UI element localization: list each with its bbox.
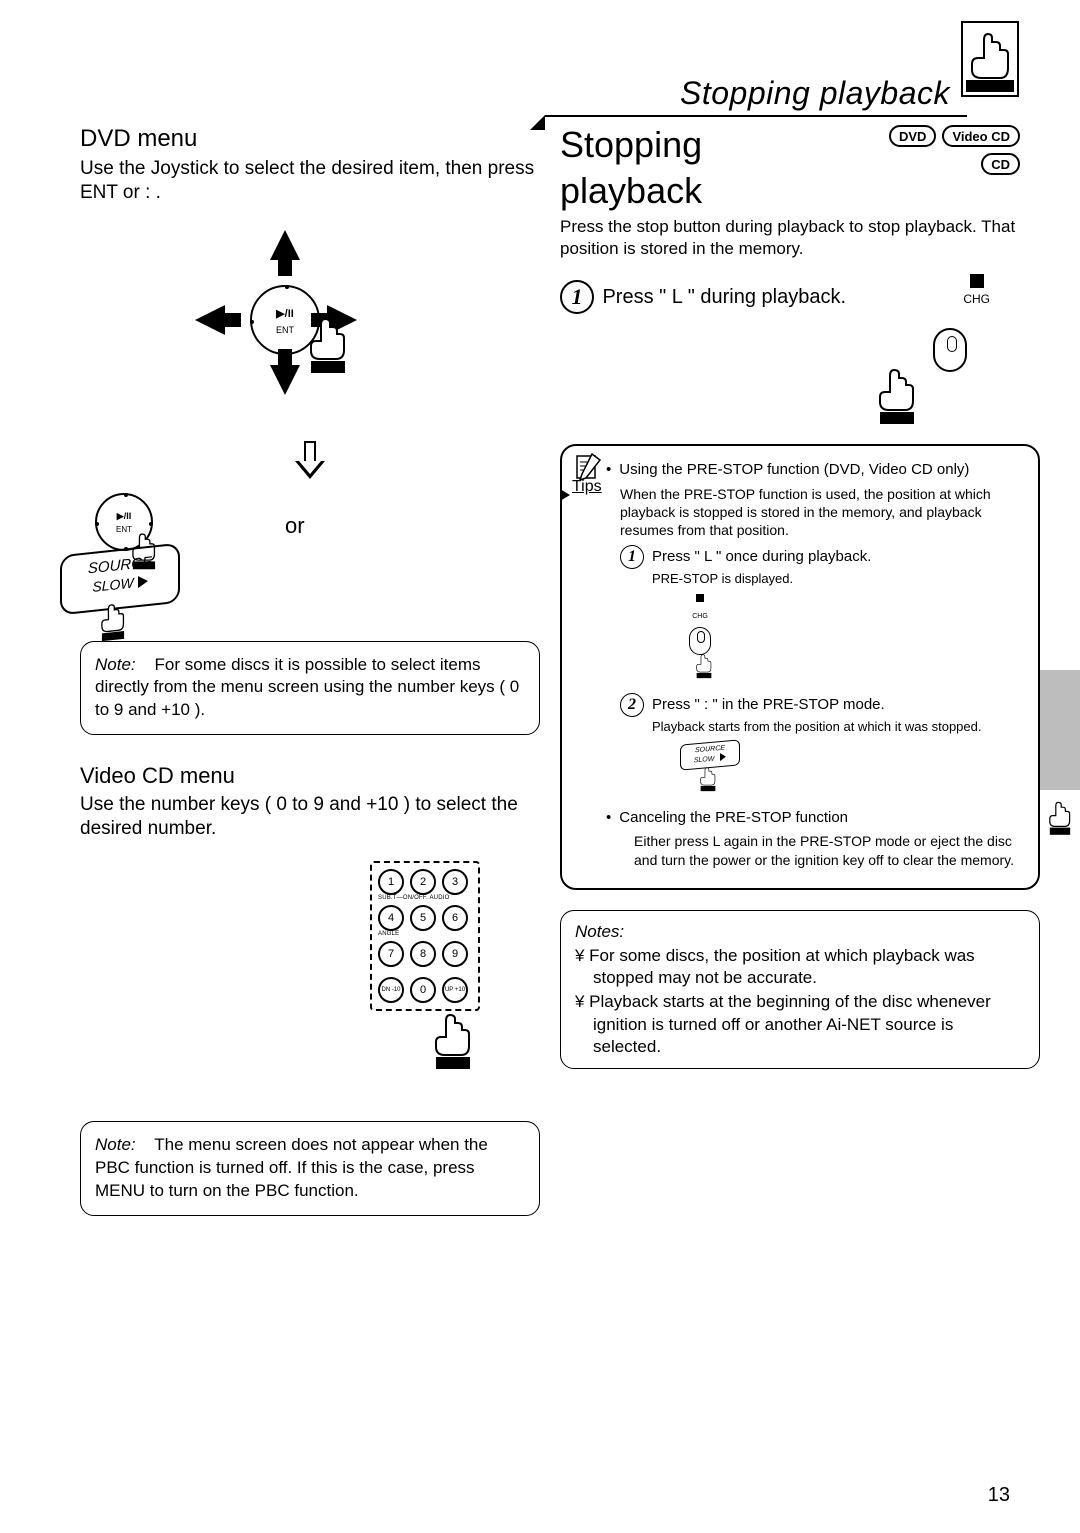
stop-square-icon xyxy=(970,274,984,288)
tip-body-1: When the PRE-STOP function is used, the … xyxy=(620,485,1022,540)
substep-1-figure: CHG xyxy=(680,594,1022,685)
note-text: The menu screen does not appear when the… xyxy=(95,1135,488,1200)
press-button-figure xyxy=(860,328,1040,426)
press-hand-icon xyxy=(874,366,920,426)
chg-label: CHG xyxy=(963,292,990,306)
header-rule xyxy=(545,115,967,117)
down-arrow-hollow xyxy=(295,441,325,481)
substep-2-figure: SOURCE SLOW xyxy=(680,742,1022,798)
number-keypad-figure: 123 SUB.T—ON/OFF. AUDIO 456 ANGLE 789 DN… xyxy=(370,861,530,1091)
tip-bullet-2: Canceling the PRE-STOP function xyxy=(620,808,1022,828)
substep-1-body: PRE-STOP is displayed. xyxy=(652,571,1022,588)
joystick-figure: ▶/II ENT xyxy=(160,215,460,435)
badge-cd: CD xyxy=(981,153,1020,175)
dvd-menu-body: Use the Joystick to select the desired i… xyxy=(80,157,540,205)
dvd-menu-heading: DVD menu xyxy=(80,125,540,153)
note-box-1: Note: For some discs it is possible to s… xyxy=(80,641,540,736)
tips-arrow-icon xyxy=(560,489,570,501)
substep-number-2: 2 xyxy=(620,693,644,717)
badge-video-cd: Video CD xyxy=(942,125,1020,147)
note-b: ¥ Playback starts at the beginning of th… xyxy=(575,991,1025,1057)
tips-label: Tips xyxy=(572,476,602,498)
press-hand-icon xyxy=(430,1011,476,1071)
format-badges: DVD Video CD CD xyxy=(880,125,1020,175)
corner-hand-icon xyxy=(960,20,1020,103)
press-hand-icon xyxy=(698,766,718,792)
step-1-text: Press " L " during playback. xyxy=(602,286,846,309)
note-a: ¥ For some discs, the position at which … xyxy=(575,945,1025,989)
stop-intro: Press the stop button during playback to… xyxy=(560,216,1040,260)
notes-label: Notes: xyxy=(575,921,1025,943)
substep-2-body: Playback starts from the position at whi… xyxy=(652,719,1022,736)
press-hand-icon xyxy=(98,600,128,643)
ent-or-source-figure: ▶/II ENT or SOURCE SLOW xyxy=(80,489,540,629)
page-header-title: Stopping playback xyxy=(680,75,950,112)
step-number-1: 1 xyxy=(560,280,594,314)
tip-bullet-1: Using the PRE-STOP function (DVD, Video … xyxy=(620,460,1022,480)
source-slow-button: SOURCE SLOW xyxy=(60,542,180,615)
stop-chg-icon: CHG xyxy=(963,274,990,308)
tips-box: Tips Using the PRE-STOP function (DVD, V… xyxy=(560,444,1040,890)
note-label: Note: xyxy=(95,655,136,674)
tip-substep-2: 2 Press " : " in the PRE-STOP mode. xyxy=(620,695,1022,715)
side-tab xyxy=(1040,670,1080,790)
side-hand-icon xyxy=(1046,800,1074,841)
cancel-body: Either press L again in the PRE-STOP mod… xyxy=(634,832,1022,870)
vcd-heading: Video CD menu xyxy=(80,763,540,789)
note-box-2: Note: The menu screen does not appear wh… xyxy=(80,1121,540,1216)
note-label: Note: xyxy=(95,1135,136,1154)
step-1: 1 Press " L " during playback. CHG xyxy=(560,280,1040,314)
press-hand-icon xyxy=(305,315,351,375)
vcd-body: Use the number keys ( 0 to 9 and +10 ) t… xyxy=(80,793,540,841)
play-triangle-icon xyxy=(138,575,148,588)
badge-dvd: DVD xyxy=(889,125,936,147)
stopping-heading-l2: playback xyxy=(560,171,1040,211)
tip-substep-1: 1 Press " L " once during playback. xyxy=(620,547,1022,567)
substep-number-1: 1 xyxy=(620,545,644,569)
slow-label: SLOW xyxy=(92,574,133,594)
page-number: 13 xyxy=(988,1484,1010,1507)
press-hand-icon xyxy=(694,653,714,679)
notes-box: Notes: ¥ For some discs, the position at… xyxy=(560,910,1040,1069)
note-text: For some discs it is possible to select … xyxy=(95,655,519,720)
or-label: or xyxy=(285,513,305,539)
